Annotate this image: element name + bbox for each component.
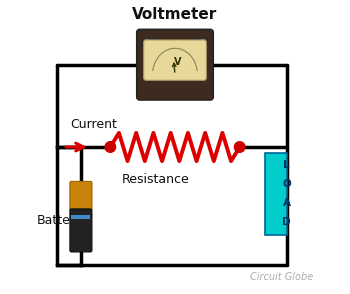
Text: V: V <box>174 57 182 67</box>
Text: O: O <box>282 179 291 189</box>
Text: Current: Current <box>71 118 118 131</box>
Circle shape <box>234 142 245 152</box>
Text: Voltmeter: Voltmeter <box>132 7 218 22</box>
Text: L: L <box>284 160 290 170</box>
FancyBboxPatch shape <box>70 209 92 252</box>
Text: D: D <box>282 217 291 227</box>
FancyBboxPatch shape <box>265 153 287 235</box>
FancyBboxPatch shape <box>137 29 213 100</box>
Text: Circuit Globe: Circuit Globe <box>250 272 313 282</box>
Circle shape <box>142 38 152 47</box>
Text: Battery: Battery <box>37 214 83 227</box>
Circle shape <box>198 38 208 47</box>
Circle shape <box>105 142 116 152</box>
Bar <box>71 215 91 219</box>
FancyBboxPatch shape <box>70 181 92 210</box>
Text: Resistance: Resistance <box>122 173 190 186</box>
Text: A: A <box>283 198 291 208</box>
FancyBboxPatch shape <box>144 40 206 80</box>
